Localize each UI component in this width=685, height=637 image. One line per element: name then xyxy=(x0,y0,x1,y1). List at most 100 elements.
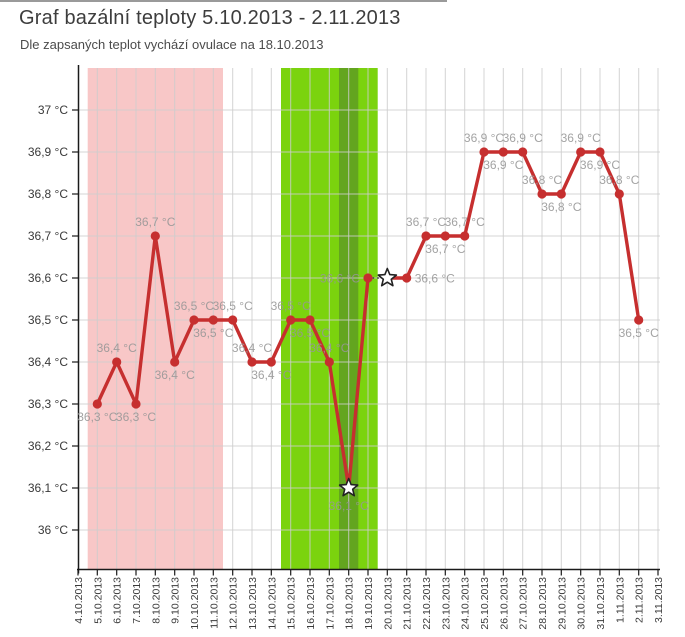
data-point-10.10.2013[interactable] xyxy=(189,315,199,325)
data-point-19.10.2013[interactable] xyxy=(363,273,373,283)
x-tick-label: 13.10.2013 xyxy=(247,577,259,630)
data-point-6.10.2013[interactable] xyxy=(112,357,122,367)
point-label: 36,7 °C xyxy=(135,215,175,229)
x-tick-label: 4.10.2013 xyxy=(73,577,85,624)
x-tick-label: 23.10.2013 xyxy=(440,577,452,630)
data-point-14.10.2013[interactable] xyxy=(266,357,276,367)
point-label: 36,4 °C xyxy=(97,341,137,355)
x-tick-label: 10.10.2013 xyxy=(189,577,201,630)
chart-title: Graf bazální teploty 5.10.2013 - 2.11.20… xyxy=(19,7,401,29)
x-tick-label: 24.10.2013 xyxy=(460,577,472,630)
y-tick-label: 36,2 °C xyxy=(28,439,68,453)
point-label: 36,5 °C xyxy=(193,326,233,340)
point-label: 36,9 °C xyxy=(561,131,601,145)
point-label: 36,6 °C xyxy=(415,272,455,286)
data-point-8.10.2013[interactable] xyxy=(150,231,160,241)
point-label: 36,5 °C xyxy=(271,299,311,313)
point-label: 36,3 °C xyxy=(77,410,117,424)
data-point-13.10.2013[interactable] xyxy=(247,357,257,367)
x-tick-label: 22.10.2013 xyxy=(421,577,433,630)
point-label: 36,7 °C xyxy=(406,215,446,229)
y-tick-label: 36,5 °C xyxy=(28,313,68,327)
data-point-21.10.2013[interactable] xyxy=(402,273,412,283)
x-tick-label: 7.10.2013 xyxy=(131,577,143,624)
chart-subtitle: Dle zapsaných teplot vychází ovulace na … xyxy=(20,37,324,52)
x-tick-label: 6.10.2013 xyxy=(112,577,124,624)
y-axis-labels: 37 °C 36,9 °C 36,8 °C 36,7 °C 36,6 °C 36,5 °C… xyxy=(28,103,68,537)
point-label: 36,5 °C xyxy=(290,326,330,340)
x-tick-label: 17.10.2013 xyxy=(324,577,336,630)
y-tick-label: 36 °C xyxy=(38,523,68,537)
point-label: 36,9 °C xyxy=(580,158,620,172)
point-label: 36,4 °C xyxy=(309,341,349,355)
x-tick-label: 19.10.2013 xyxy=(363,577,375,630)
point-label: 36,3 °C xyxy=(116,410,156,424)
data-point-27.10.2013[interactable] xyxy=(518,147,528,157)
x-tick-label: 28.10.2013 xyxy=(537,577,549,630)
x-tick-label: 9.10.2013 xyxy=(170,577,182,624)
x-tick-label: 18.10.2013 xyxy=(344,577,356,630)
data-point-5.10.2013[interactable] xyxy=(92,399,102,409)
star-marker-18.10.2013[interactable] xyxy=(338,477,359,497)
x-tick-label: 8.10.2013 xyxy=(150,577,162,624)
data-point-7.10.2013[interactable] xyxy=(131,399,141,409)
y-tick-label: 36,6 °C xyxy=(28,271,68,285)
point-label: 36,7 °C xyxy=(445,215,485,229)
x-tick-label: 15.10.2013 xyxy=(286,577,298,630)
point-label: 36,7 °C xyxy=(425,242,465,256)
x-tick-label: 14.10.2013 xyxy=(266,577,278,630)
y-tick-label: 36,7 °C xyxy=(28,229,68,243)
x-tick-label: 29.10.2013 xyxy=(556,577,568,630)
point-label: 36,1 °C xyxy=(329,499,369,513)
point-label: 36,5 °C xyxy=(619,326,659,340)
data-point-2.11.2013[interactable] xyxy=(634,315,644,325)
y-tick-label: 37 °C xyxy=(38,103,68,117)
data-point-22.10.2013[interactable] xyxy=(421,231,431,241)
data-point-25.10.2013[interactable] xyxy=(479,147,489,157)
point-label: 36,9 °C xyxy=(483,158,523,172)
data-point-29.10.2013[interactable] xyxy=(556,189,566,199)
data-point-16.10.2013[interactable] xyxy=(305,315,315,325)
data-point-31.10.2013[interactable] xyxy=(595,147,605,157)
data-point-9.10.2013[interactable] xyxy=(170,357,180,367)
data-point-24.10.2013[interactable] xyxy=(460,231,470,241)
data-point-30.10.2013[interactable] xyxy=(576,147,586,157)
data-point-11.10.2013[interactable] xyxy=(208,315,218,325)
point-label: 36,6 °C xyxy=(320,272,360,286)
x-axis-labels: 4.10.2013 5.10.2013 6.10.2013 7.10.2013 8.10… xyxy=(73,577,665,630)
y-tick-label: 36,9 °C xyxy=(28,145,68,159)
y-tick-label: 36,1 °C xyxy=(28,481,68,495)
x-tick-label: 16.10.2013 xyxy=(305,577,317,630)
data-point-26.10.2013[interactable] xyxy=(498,147,508,157)
data-points xyxy=(92,147,644,497)
x-tick-label: 3.11.2013 xyxy=(653,577,665,623)
y-tick-label: 36,4 °C xyxy=(28,355,68,369)
x-tick-label: 2.11.2013 xyxy=(634,577,646,623)
y-tick-label: 36,8 °C xyxy=(28,187,68,201)
data-point-12.10.2013[interactable] xyxy=(228,315,238,325)
x-tick-label: 1.11.2013 xyxy=(614,577,626,623)
x-tick-label: 31.10.2013 xyxy=(595,577,607,630)
y-tick-label: 36,3 °C xyxy=(28,397,68,411)
x-tick-label: 20.10.2013 xyxy=(382,577,394,630)
data-point-17.10.2013[interactable] xyxy=(324,357,334,367)
point-labels: 36,3 °C36,4 °C36,3 °C36,7 °C36,4 °C36,5 … xyxy=(77,131,659,513)
top-divider xyxy=(0,0,447,2)
star-marker-20.10.2013[interactable] xyxy=(377,267,398,287)
data-point-28.10.2013[interactable] xyxy=(537,189,547,199)
x-tick-label: 5.10.2013 xyxy=(92,577,104,624)
point-label: 36,8 °C xyxy=(541,200,581,214)
point-label: 36,9 °C xyxy=(464,131,504,145)
data-point-1.11.2013[interactable] xyxy=(614,189,624,199)
x-tick-label: 27.10.2013 xyxy=(518,577,530,630)
data-point-15.10.2013[interactable] xyxy=(286,315,296,325)
x-tick-label: 21.10.2013 xyxy=(402,577,414,630)
data-point-23.10.2013[interactable] xyxy=(440,231,450,241)
x-tick-label: 26.10.2013 xyxy=(498,577,510,630)
point-label: 36,4 °C xyxy=(232,341,272,355)
x-tick-label: 25.10.2013 xyxy=(479,577,491,630)
point-label: 36,5 °C xyxy=(174,299,214,313)
point-label: 36,9 °C xyxy=(503,131,543,145)
